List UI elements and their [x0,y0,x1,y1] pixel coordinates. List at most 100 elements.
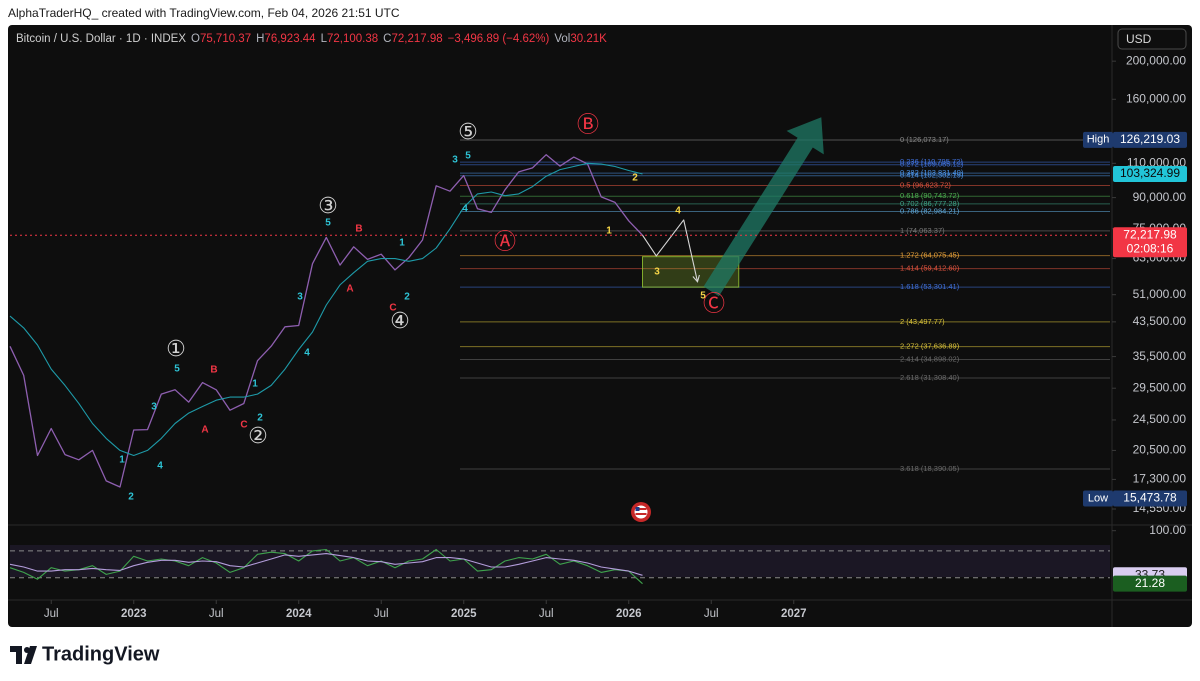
wave-label: 4 [462,204,468,215]
fib-label: 0.702 (86,777.28) [900,199,960,208]
price-tag [1113,490,1187,507]
fib-label: 1 (74,063.37) [900,226,945,235]
wave-label: 5 [465,151,471,162]
wave-label: Ⓑ [577,112,599,137]
x-tick-label: 2024 [286,608,312,620]
fib-label: 2 (43,497.77) [900,317,945,326]
fib-label: 0.236 (110,795.72) [900,157,963,166]
y-tick-label: 90,000.00 [1133,190,1187,204]
fib-label: 2.618 (31,308.40) [900,373,960,382]
wave-label: 3 [452,155,458,166]
logo-dot [24,647,30,653]
wave-label: B [355,224,362,235]
chart-background [8,25,1192,627]
series-line [642,219,699,282]
logo-icon [10,646,37,664]
price-tag-caption: Low [1088,492,1108,504]
projection-arrowhead [692,274,700,283]
wave-label: A [346,284,353,295]
wave-label: 1 [119,455,125,466]
wave-label: 5 [700,291,706,302]
price-tag-caption-bg [1083,131,1113,148]
wave-label: 2 [128,492,134,503]
footer-logo: TradingView [10,643,160,665]
wave-label: 2 [632,173,638,184]
wave-label: 5 [174,364,180,375]
target-arrow [703,117,824,297]
flag-stripe [635,508,647,510]
wave-label: 4 [304,348,310,359]
x-tick-label: Jul [539,608,554,620]
y-tick-label: 43,500.00 [1133,314,1187,328]
fib-label: 1.272 (64,075.45) [900,251,960,260]
wave-label: 4 [157,461,163,472]
ohlc-value: 76,923.44 [264,33,316,45]
fib-label: 1.618 (53,301.41) [900,282,960,291]
volume-key: Vol [554,33,570,45]
fib-label: 2.272 (37,636.89) [900,342,960,351]
x-tick-label: 2025 [451,608,477,620]
fib-label: 0 (126,073.17) [900,135,949,144]
currency[interactable]: USD [1126,32,1152,46]
x-tick-label: Jul [209,608,224,620]
y-tick-label: 17,300.00 [1133,472,1187,486]
symbol-legend: Bitcoin / U.S. Dollar · 1D · INDEX O75,71… [16,33,607,45]
ohlc-value: 72,100.38 [327,33,378,45]
wave-label: Ⓒ [703,291,725,316]
price-tag-label: 72,217.98 [1123,227,1177,241]
ohlc-key: H [256,33,264,45]
currency-button[interactable] [1117,28,1187,50]
wave-label: C [240,420,247,431]
volume: 30.21K [570,33,607,45]
wave-label: 4 [675,206,681,217]
price-tag [1113,227,1187,258]
x-tick-label: Jul [374,608,389,620]
wave-label: 5 [325,218,331,229]
y-tick-label: 200,000.00 [1126,53,1186,67]
price-tag-label: 21.28 [1135,576,1165,590]
ohlc-key: C [383,33,391,45]
rsi-band [10,545,1110,577]
flag-stripe [635,513,647,515]
y-tick-label: 110,000.00 [1127,155,1186,169]
series-line [9,548,643,585]
price-tag-label: 126,219.03 [1120,132,1180,146]
series-line [9,162,643,457]
wave-label: ③ [318,193,338,218]
x-tick-label: Jul [704,608,719,620]
series-line [9,553,643,576]
wave-label: 3 [654,267,660,278]
wave-label: 2 [404,292,410,303]
wave-label: Ⓐ [494,229,516,254]
wave-label: 2 [257,413,263,424]
fib-label: 0.382 (103,831.49) [900,168,964,177]
fib-label: 1.414 (59,412.60) [900,264,960,273]
x-tick-label: 2026 [616,608,642,620]
wave-label: C [389,303,396,314]
ohlc-key: O [191,33,200,45]
fib-label: 3.618 (18,390.05) [900,464,960,473]
ohlc-value: 72,217.98 [391,33,442,45]
wave-label: 1 [399,238,405,249]
fib-label: 0.272 (109,085.12) [900,160,964,169]
y-tick-label: 51,000.00 [1133,287,1187,301]
symbol-title: Bitcoin / U.S. Dollar · 1D · INDEX [16,33,186,45]
price-tag [1113,575,1187,592]
price-tag-label: 103,324.99 [1120,166,1180,180]
y-tick-label: 160,000.00 [1126,91,1186,105]
wave-label: 1 [252,379,258,390]
wave-label: ④ [390,308,410,333]
wave-label: ② [248,423,268,448]
y-tick-label: 24,500.00 [1133,412,1187,426]
wave-label: 3 [297,292,303,303]
wave-label: ⑤ [458,119,478,144]
series-line [9,154,643,488]
wave-label: B [210,365,217,376]
price-tag [1113,166,1187,183]
x-tick-label: 2027 [781,608,807,620]
fib-label: 0.786 (82,984.21) [900,206,960,215]
fib-label: 0.5 (96,623.72) [900,180,951,189]
wave-label: 3 [151,402,157,413]
price-tag-caption: High [1087,134,1110,146]
